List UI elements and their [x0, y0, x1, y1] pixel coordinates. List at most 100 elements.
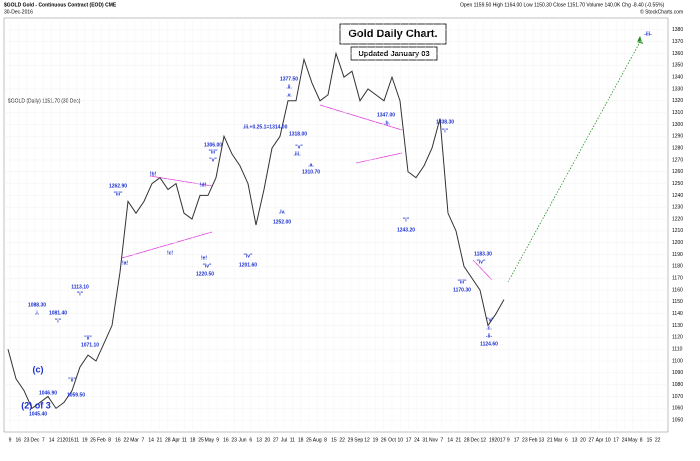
annotation: 1201.60	[239, 262, 257, 268]
x-tick-label: 11	[74, 437, 79, 443]
annotation: .iv.	[279, 209, 286, 215]
x-tick-label: 21	[157, 437, 163, 443]
x-tick-label: Nov	[429, 437, 438, 443]
x-tick-label: 19	[373, 437, 379, 443]
x-tick-label: 22	[123, 437, 129, 443]
y-tick-label: 1080	[672, 382, 683, 388]
x-tick-label: 9	[507, 437, 510, 443]
x-tick-label: 10	[397, 437, 403, 443]
annotation: "i"	[55, 318, 62, 324]
annotation: "v"	[486, 317, 494, 323]
x-tick-label: 19	[82, 437, 88, 443]
x-tick-label: 18	[298, 437, 304, 443]
annotation: .ii.	[286, 84, 292, 90]
title-box	[339, 23, 447, 45]
annotation: "iii"	[458, 279, 468, 285]
x-tick-label: 13	[256, 437, 262, 443]
x-tick-label: 27	[273, 437, 279, 443]
y-tick-label: 1380	[672, 27, 683, 33]
x-tick-label: 21	[456, 437, 462, 443]
annotation: "iii"	[114, 191, 124, 197]
x-tick-label: Apr	[596, 437, 604, 443]
annotation: !c!	[167, 250, 173, 256]
x-tick-label: 2017	[494, 437, 505, 443]
x-tick-label: 28	[464, 437, 470, 443]
y-tick-label: 1200	[672, 240, 683, 246]
trendline	[121, 231, 213, 259]
x-tick-label: 8	[108, 437, 111, 443]
x-tick-label: 29	[348, 437, 354, 443]
x-tick-label: 7	[440, 437, 443, 443]
annotation: !d!	[200, 182, 207, 188]
annotation: 1170.30	[453, 287, 471, 293]
annotation: .v.	[286, 92, 292, 98]
annotation: 1243.20	[397, 227, 415, 233]
x-tick-label: 23	[24, 437, 30, 443]
x-tick-label: 17	[514, 437, 520, 443]
y-tick-label: 1120	[672, 335, 683, 341]
x-tick-label: 25	[90, 437, 96, 443]
x-tick-label: 16	[223, 437, 229, 443]
x-tick-label: 31	[422, 437, 428, 443]
x-tick-label: Dec	[30, 437, 39, 443]
trendlines	[121, 104, 493, 281]
x-tick-label: 14	[148, 437, 154, 443]
x-tick-label: 25	[198, 437, 204, 443]
x-tick-label: 2016	[63, 437, 74, 443]
y-tick-label: 1360	[672, 51, 683, 57]
credit: © StockCharts.com	[640, 8, 683, 15]
annotation: 1059.50	[67, 392, 85, 398]
annotation: 1347.00	[377, 112, 395, 118]
x-tick-label: 27	[588, 437, 594, 443]
y-tick-label: 1240	[672, 193, 683, 199]
x-tick-label: 20	[580, 437, 586, 443]
x-tick-label: Sep	[354, 437, 363, 443]
y-tick-label: 1370	[672, 39, 683, 45]
y-tick-label: 1250	[672, 181, 683, 187]
x-tick-label: 12	[481, 437, 487, 443]
annotation: 1183.30	[474, 251, 492, 257]
x-tick-label: May	[205, 437, 215, 443]
annotation: !a!	[122, 260, 128, 266]
x-tick-label: 15	[331, 437, 337, 443]
x-tick-label: Oct	[388, 437, 396, 443]
trendline	[472, 259, 493, 281]
x-tick-label: 10	[605, 437, 611, 443]
annotation: !e!	[201, 255, 207, 261]
annotation: "v"	[295, 144, 303, 150]
x-tick-label: 6	[249, 437, 252, 443]
y-tick-label: 1060	[672, 406, 683, 412]
x-tick-label: 15	[647, 437, 653, 443]
annotation: 1262.90	[109, 183, 127, 189]
x-tick-label: 17	[406, 437, 412, 443]
annotation: "iv"	[203, 263, 213, 269]
y-tick-label: 1350	[672, 63, 683, 69]
annotation: .i.	[35, 310, 40, 316]
y-tick-label: 1290	[672, 134, 683, 140]
x-tick-label: 6	[565, 437, 568, 443]
x-tick-label: Aug	[313, 437, 322, 443]
annotation: 1113.10	[71, 284, 89, 290]
x-tick-label: 18	[190, 437, 196, 443]
x-tick-label: 23	[522, 437, 528, 443]
x-tick-label: Jun	[238, 437, 246, 443]
x-tick-label: 22	[339, 437, 345, 443]
x-tick-label: 9	[9, 437, 12, 443]
x-tick-label: 19	[489, 437, 495, 443]
y-tick-label: 1100	[672, 358, 683, 364]
x-tick-label: May	[628, 437, 638, 443]
arrow-head	[637, 36, 643, 44]
y-tick-label: 1320	[672, 98, 683, 104]
x-tick-label: 28	[165, 437, 171, 443]
legend: $GOLD (Daily) 1151.70 (30 Dec)	[8, 98, 81, 104]
annotation: "v"	[209, 157, 217, 163]
x-tick-label: 24	[622, 437, 628, 443]
symbol: $GOLD Gold - Continuous Contract (EOD) C…	[4, 2, 117, 8]
y-tick-label: 1160	[672, 287, 683, 293]
y-tick-label: 1180	[672, 264, 683, 270]
x-tick-label: 23	[231, 437, 237, 443]
trendline	[355, 152, 403, 164]
x-tick-label: 7	[42, 437, 45, 443]
x-tick-label: 14	[447, 437, 453, 443]
